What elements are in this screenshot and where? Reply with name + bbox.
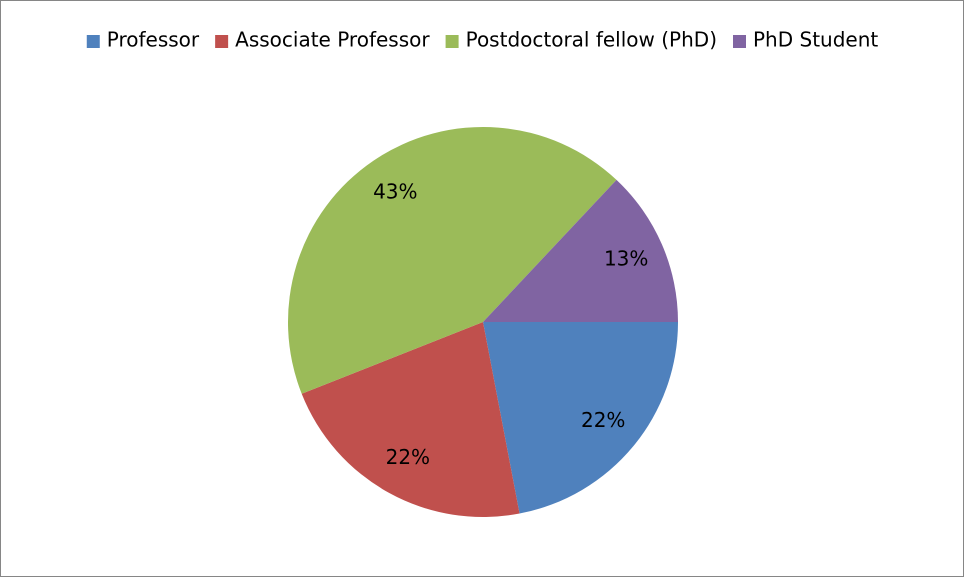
- pie-slice: [483, 179, 678, 322]
- legend-swatch: [86, 35, 100, 48]
- legend-swatch: [215, 35, 229, 48]
- legend-swatch: [445, 35, 459, 48]
- data-label: 13%: [604, 247, 648, 271]
- data-label: 43%: [373, 179, 417, 203]
- data-label: 22%: [581, 408, 625, 432]
- legend-label: PhD Student: [753, 28, 878, 52]
- legend-label: Postdoctoral fellow (PhD): [466, 28, 717, 52]
- legend-label: Professor: [107, 28, 200, 52]
- pie-slice: [287, 126, 617, 394]
- pie-slice: [483, 322, 678, 514]
- legend-label: Associate Professor: [235, 28, 430, 52]
- pie-slice: [301, 322, 520, 517]
- legend: Professor Associate Professor Postdoctoral…: [86, 28, 878, 52]
- legend-swatch: [733, 35, 746, 48]
- data-label: 22%: [386, 445, 430, 469]
